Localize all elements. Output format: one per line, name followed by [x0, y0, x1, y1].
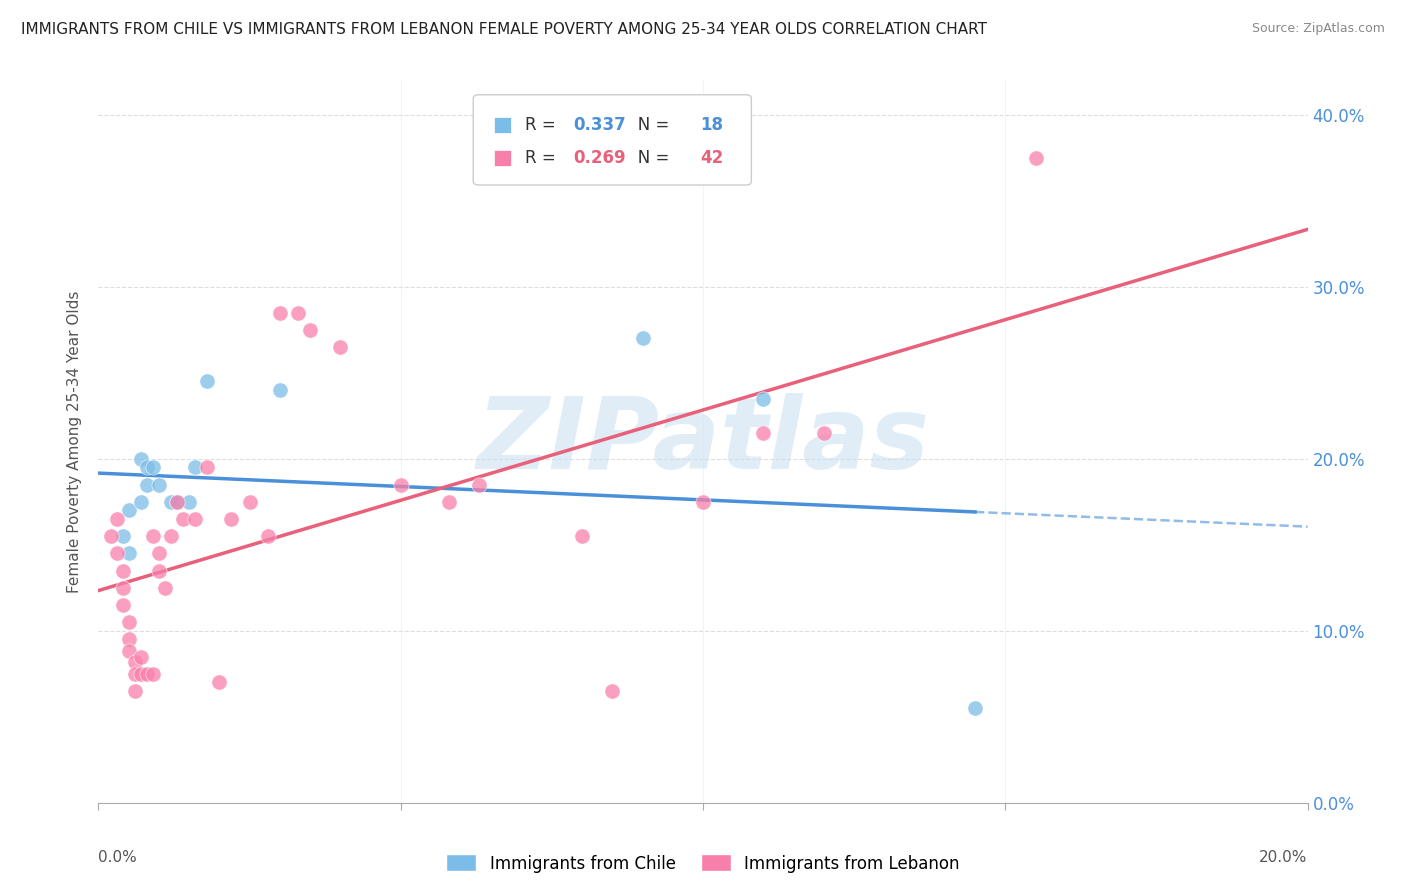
Text: Source: ZipAtlas.com: Source: ZipAtlas.com [1251, 22, 1385, 36]
Point [389, 477, 412, 491]
Point [148, 564, 170, 578]
Text: ZIPatlas: ZIPatlas [477, 393, 929, 490]
Text: 0.337: 0.337 [574, 116, 626, 134]
Point [269, 383, 291, 397]
Point [129, 666, 152, 681]
Point [965, 701, 987, 715]
Point [118, 632, 141, 647]
Point [221, 512, 243, 526]
Point [124, 666, 146, 681]
Point [468, 477, 491, 491]
Point [602, 684, 624, 698]
FancyBboxPatch shape [494, 150, 510, 166]
Point [287, 305, 309, 319]
Point [184, 512, 207, 526]
Point [105, 512, 128, 526]
Point [105, 546, 128, 560]
Point [571, 529, 593, 543]
Point [153, 581, 176, 595]
Point [129, 494, 152, 508]
Point [813, 425, 835, 440]
Point [135, 460, 157, 475]
Point [299, 323, 322, 337]
Point [111, 564, 134, 578]
Text: R =: R = [526, 149, 561, 167]
Point [100, 529, 122, 543]
Point [631, 331, 654, 345]
Text: N =: N = [621, 149, 675, 167]
Point [148, 546, 170, 560]
Point [118, 503, 141, 517]
Point [111, 581, 134, 595]
Point [148, 477, 170, 491]
Text: R =: R = [526, 116, 561, 134]
Point [142, 460, 165, 475]
Point [437, 494, 460, 508]
Text: IMMIGRANTS FROM CHILE VS IMMIGRANTS FROM LEBANON FEMALE POVERTY AMONG 25-34 YEAR: IMMIGRANTS FROM CHILE VS IMMIGRANTS FROM… [21, 22, 987, 37]
Point [195, 460, 218, 475]
Point [329, 340, 352, 354]
Text: 42: 42 [700, 149, 724, 167]
Point [124, 655, 146, 669]
Point [118, 546, 141, 560]
Point [142, 529, 165, 543]
Point [160, 529, 183, 543]
Text: 18: 18 [700, 116, 724, 134]
Text: N =: N = [621, 116, 675, 134]
Point [135, 477, 157, 491]
Point [135, 666, 157, 681]
Y-axis label: Female Poverty Among 25-34 Year Olds: Female Poverty Among 25-34 Year Olds [67, 291, 83, 592]
Point [118, 644, 141, 658]
Point [129, 451, 152, 466]
Point [118, 615, 141, 630]
Point [184, 460, 207, 475]
Point [692, 494, 714, 508]
Point [142, 666, 165, 681]
Point [269, 305, 291, 319]
Point [172, 512, 194, 526]
Point [256, 529, 278, 543]
Point [124, 684, 146, 698]
FancyBboxPatch shape [494, 117, 510, 133]
Point [195, 375, 218, 389]
Point [160, 494, 183, 508]
Point [179, 494, 201, 508]
Point [208, 675, 231, 690]
Point [239, 494, 262, 508]
Text: 20.0%: 20.0% [1260, 850, 1308, 864]
Point [752, 392, 775, 406]
Text: 0.269: 0.269 [574, 149, 626, 167]
Point [166, 494, 188, 508]
Point [166, 494, 188, 508]
Text: 0.0%: 0.0% [98, 850, 138, 864]
Point [129, 649, 152, 664]
Legend: Immigrants from Chile, Immigrants from Lebanon: Immigrants from Chile, Immigrants from L… [440, 847, 966, 880]
Point [111, 598, 134, 612]
Point [111, 529, 134, 543]
FancyBboxPatch shape [474, 95, 751, 185]
Point [752, 425, 775, 440]
Point [1024, 151, 1046, 165]
